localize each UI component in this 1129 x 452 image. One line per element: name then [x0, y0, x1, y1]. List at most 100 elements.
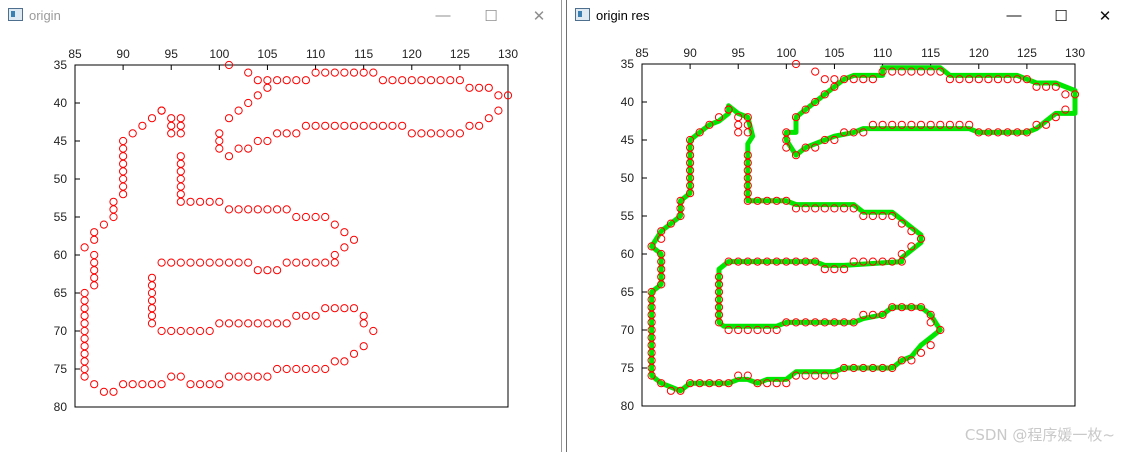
scatter-plot-origin: 85 90 95 100 105 110 115 120 125 130 35 40 45 50 55 60 6…	[54, 47, 519, 414]
data-point	[782, 143, 791, 152]
data-point	[224, 258, 234, 267]
x-tick-label: 110	[306, 47, 325, 61]
data-point	[147, 304, 157, 313]
data-point	[359, 311, 368, 320]
data-point	[244, 258, 253, 267]
data-point	[90, 228, 99, 237]
y-tick-label: 65	[621, 285, 635, 299]
data-point	[80, 349, 89, 358]
data-point	[955, 75, 964, 84]
minimize-button[interactable]: —	[991, 0, 1037, 31]
data-point	[282, 364, 291, 374]
data-point	[465, 121, 474, 130]
data-point	[859, 75, 868, 84]
data-point	[811, 143, 820, 152]
data-point	[714, 379, 724, 388]
data-point	[849, 204, 858, 213]
data-point	[330, 357, 339, 366]
title-bar[interactable]: origin res — ☐ ✕	[567, 0, 1129, 31]
data-point	[186, 380, 195, 389]
x-tick-label: 85	[68, 47, 82, 61]
data-point	[753, 379, 762, 388]
title-bar[interactable]: origin — ☐ ✕	[0, 0, 561, 31]
data-point	[859, 363, 868, 373]
data-point	[119, 182, 128, 191]
maximize-button[interactable]: ☐	[1038, 0, 1084, 31]
x-tick-label: 95	[732, 46, 746, 60]
data-point	[811, 67, 820, 76]
data-point	[273, 76, 282, 85]
data-point	[349, 121, 359, 130]
x-tick-label: 120	[969, 46, 989, 60]
y-tick-label: 70	[621, 323, 635, 337]
x-tick-label: 110	[873, 46, 892, 60]
data-point	[330, 121, 339, 130]
data-point	[147, 114, 157, 123]
data-point	[859, 211, 868, 221]
data-point	[647, 242, 656, 251]
x-tick-label: 105	[257, 47, 277, 61]
data-point	[1042, 120, 1051, 129]
data-point	[743, 325, 752, 335]
data-point	[369, 326, 378, 336]
data-point	[99, 387, 109, 396]
data-point	[849, 363, 858, 373]
x-tick-label: 90	[683, 46, 697, 60]
data-point	[196, 258, 205, 267]
data-point	[465, 83, 474, 92]
data-point	[147, 319, 157, 328]
data-point	[417, 129, 426, 138]
window-title: origin	[29, 8, 61, 23]
y-tick-label: 75	[54, 362, 68, 376]
data-point	[811, 97, 820, 107]
data-points	[647, 59, 1080, 395]
data-point	[90, 258, 99, 267]
close-button[interactable]: ✕	[516, 0, 562, 31]
data-point	[176, 114, 185, 123]
data-point	[90, 281, 99, 290]
maximize-button[interactable]: ☐	[468, 0, 514, 31]
data-point	[772, 379, 781, 388]
data-point	[330, 68, 339, 77]
y-tick-label: 80	[54, 400, 68, 414]
data-point	[398, 76, 407, 85]
minimize-button[interactable]: —	[420, 0, 466, 31]
y-tick-label: 55	[54, 210, 68, 224]
data-point	[282, 319, 291, 328]
data-point	[993, 75, 1003, 84]
data-point	[349, 349, 359, 358]
data-point	[772, 257, 781, 266]
data-point	[897, 219, 906, 228]
data-point	[234, 106, 243, 115]
data-point	[878, 257, 887, 266]
data-point	[888, 120, 897, 129]
data-point	[830, 265, 839, 274]
data-point	[176, 326, 185, 336]
data-point	[147, 273, 157, 282]
data-point	[282, 76, 291, 85]
data-point	[340, 228, 349, 237]
data-point	[234, 205, 243, 214]
data-point	[244, 98, 253, 108]
data-point	[666, 219, 676, 228]
data-point	[1070, 90, 1080, 99]
data-point	[782, 196, 791, 205]
data-point	[888, 363, 897, 373]
data-point	[224, 60, 234, 70]
y-tick-label: 70	[54, 324, 68, 338]
data-point	[801, 371, 810, 380]
data-point	[292, 311, 301, 320]
data-point	[801, 105, 810, 114]
data-point	[965, 75, 974, 84]
data-point	[695, 379, 704, 388]
data-point	[945, 120, 954, 129]
watermark: CSDN @程序媛一枚~	[964, 426, 1115, 444]
data-point	[224, 114, 234, 123]
y-tick-label: 40	[621, 95, 635, 109]
data-point	[763, 196, 772, 205]
data-point	[753, 325, 762, 335]
plot-frame	[641, 63, 1076, 407]
close-button[interactable]: ✕	[1082, 0, 1128, 31]
y-tick-label: 35	[54, 58, 68, 72]
data-point	[205, 258, 214, 267]
